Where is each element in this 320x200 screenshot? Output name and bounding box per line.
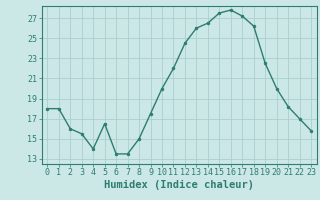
- X-axis label: Humidex (Indice chaleur): Humidex (Indice chaleur): [104, 180, 254, 190]
